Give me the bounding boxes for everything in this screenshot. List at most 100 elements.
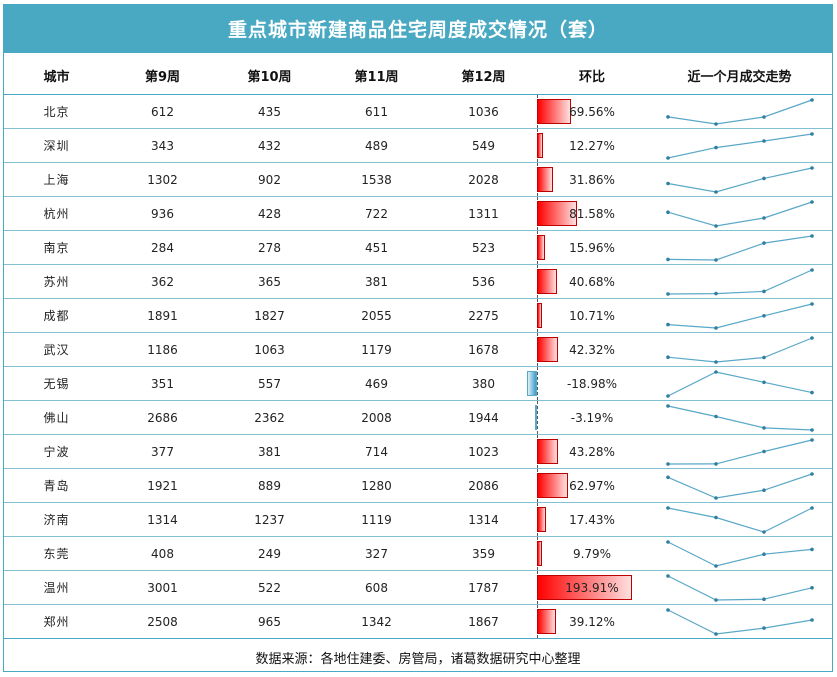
table-row: 上海 1302 902 1538 2028 31.86% [4,162,832,197]
value-cell: 523 [430,230,537,265]
sparkline-point [761,625,766,630]
value-cell: 377 [109,434,216,469]
change-cell: 69.56% [537,94,647,129]
table-row: 成都 1891 1827 2055 2275 10.71% [4,298,832,333]
sparkline-line [667,472,812,499]
value-cell: 1538 [323,162,430,197]
sparkline-point [713,291,718,295]
sparkline-point [665,114,670,119]
value-cell: 435 [216,94,323,129]
change-bar [537,541,542,566]
value-cell: 359 [430,536,537,571]
value-cell: 965 [216,604,323,639]
change-cell: -3.19% [535,400,647,435]
trend-cell [647,162,832,197]
sparkline-point [713,145,718,149]
change-bar [537,473,568,498]
change-label: -18.98% [566,376,618,391]
value-cell: 2055 [323,298,430,333]
sparkline-point [665,209,670,214]
sparkline-point [809,165,814,170]
city-cell: 济南 [4,502,109,537]
value-cell: 1063 [216,332,323,367]
value-cell: 1787 [430,570,537,605]
value-cell: 327 [323,536,430,571]
table-row: 苏州 362 365 381 536 40.68% [4,264,832,299]
sparkline-point [665,155,670,160]
value-cell: 1921 [109,468,216,503]
value-cell: 889 [216,468,323,503]
value-cell: 1036 [430,94,537,129]
value-cell: 549 [430,128,537,163]
sparkline-point [761,425,766,430]
value-cell: 1302 [109,162,216,197]
sparkline-point [665,607,670,612]
sparkline-point [665,505,670,510]
change-bar [537,337,558,362]
column-header: 近一个月成交走势 [647,57,832,95]
sparkline [665,301,814,330]
sparkline-point [809,233,814,238]
page-title: 重点城市新建商品住宅周度成交情况（套） [3,4,833,52]
value-cell: 351 [109,366,216,401]
table-row: 东莞 408 249 327 359 9.79% [4,536,832,571]
sparkline-point [665,539,670,544]
change-cell: 42.32% [537,332,647,367]
sparkline-point [665,393,670,398]
sparkline [665,607,814,636]
change-cell: 81.58% [537,196,647,231]
sparkline-point [809,585,814,590]
sparkline-point [713,189,718,194]
change-label: 42.32% [569,342,615,357]
table-row: 佛山 2686 2362 2008 1944 -3.19% [4,400,832,435]
value-cell: 1678 [430,332,537,367]
value-cell: 2362 [216,400,323,435]
sparkline-point [713,495,718,500]
trend-cell [647,570,832,605]
table-row: 北京 612 435 611 1036 69.56% [4,94,832,129]
sparkline-line [667,98,812,125]
value-cell: 536 [430,264,537,299]
value-cell: 278 [216,230,323,265]
sparkline-point [761,551,766,556]
value-cell: 408 [109,536,216,571]
value-cell: 3001 [109,570,216,605]
sparkline-point [713,359,718,364]
table-row: 宁波 377 381 714 1023 43.28% [4,434,832,469]
value-cell: 612 [109,94,216,129]
city-cell: 北京 [4,94,109,129]
trend-cell [647,366,832,401]
sparkline-point [809,301,814,306]
change-bar [537,99,572,124]
value-cell: 381 [216,434,323,469]
sparkline-point [665,181,670,185]
sparkline-point [809,617,814,622]
table-row: 武汉 1186 1063 1179 1678 42.32% [4,332,832,367]
sparkline [665,233,814,262]
value-cell: 1237 [216,502,323,537]
change-cell: 31.86% [537,162,647,197]
value-cell: 284 [109,230,216,265]
sparkline-point [665,257,670,261]
value-cell: 380 [430,366,537,401]
table-row: 南京 284 278 451 523 15.96% [4,230,832,265]
change-bar [535,405,537,430]
city-cell: 成都 [4,298,109,333]
sparkline-point [761,176,766,180]
value-cell: 1311 [430,196,537,231]
value-cell: 1342 [323,604,430,639]
sparkline [665,539,814,568]
sparkline-point [761,215,766,220]
column-header: 第9周 [109,57,216,95]
change-bar [537,303,543,328]
value-cell: 1023 [430,434,537,469]
sparkline-point [713,223,718,228]
city-cell: 青岛 [4,468,109,503]
value-cell: 936 [109,196,216,231]
value-cell: 722 [323,196,430,231]
trend-cell [647,604,832,639]
sparkline [665,471,814,500]
city-cell: 南京 [4,230,109,265]
value-cell: 489 [323,128,430,163]
